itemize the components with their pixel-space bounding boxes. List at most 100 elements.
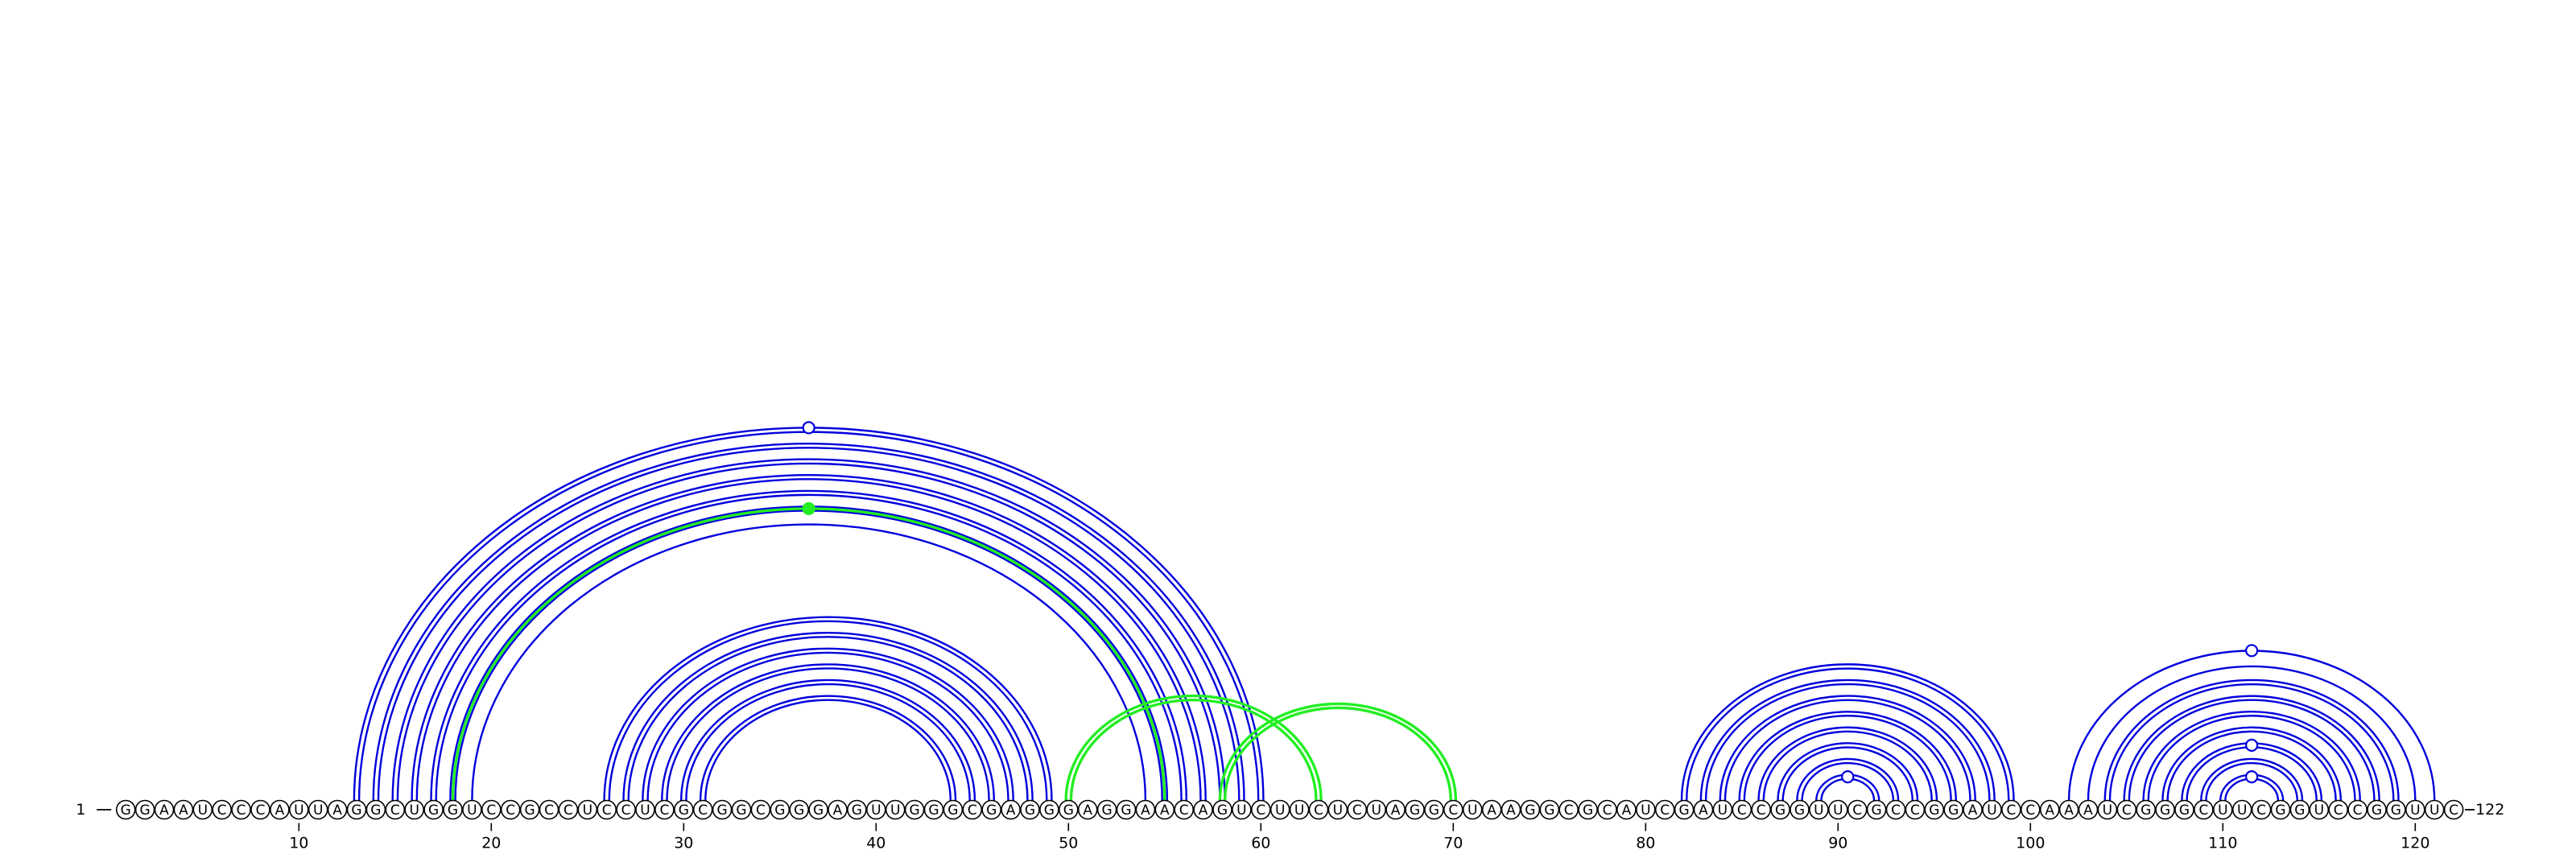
nucleotide-letter: U [2429, 802, 2439, 819]
nucleotide-circle [770, 799, 791, 820]
nucleotide-117: C [2347, 799, 2368, 820]
nucleotide-letter: G [736, 802, 746, 819]
nucleotide-circle [154, 799, 175, 820]
nucleotide-letter: U [1333, 802, 1343, 819]
nucleotide-letter: C [1891, 802, 1901, 819]
nucleotide-letter: A [159, 802, 169, 819]
nucleotide-letter: G [2140, 802, 2151, 819]
nucleotide-circle [1636, 799, 1656, 820]
nucleotide-letter: A [179, 802, 188, 819]
helix-marker-18-55 [802, 501, 815, 516]
pair-arc-16-57 [411, 473, 1207, 801]
start-label: 1 [76, 801, 85, 819]
nucleotide-27: C [616, 799, 636, 820]
nucleotide-letter: G [813, 802, 824, 819]
nucleotide-63: C [1308, 799, 1329, 820]
nucleotide-letter: G [1025, 802, 1035, 819]
nucleotide-45: C [962, 799, 983, 820]
nucleotide-circle [1597, 799, 1617, 820]
nucleotide-circle [943, 799, 964, 820]
nucleotide-7: C [231, 799, 251, 820]
helix-marker-89-92 [1841, 770, 1855, 784]
nucleotide-94: C [1905, 799, 1926, 820]
nucleotide-circle [2078, 799, 2099, 820]
nucleotide-letter: C [2006, 802, 2016, 819]
nucleotide-44: G [943, 799, 964, 820]
nucleotide-letter: C [1852, 802, 1862, 819]
nucleotide-68: G [1405, 799, 1425, 820]
nucleotide-circle [2309, 799, 2330, 820]
nucleotide-80: U [1636, 799, 1656, 820]
tick-label: 70 [1443, 835, 1463, 852]
pair-arc-30-45 [679, 679, 976, 801]
tick-label: 10 [289, 835, 308, 852]
nucleotide-circle [192, 799, 213, 820]
nucleotide-letter: G [1429, 802, 1439, 819]
nucleotide-circle [1269, 799, 1290, 820]
nucleotide-letter: G [1410, 802, 1420, 819]
nucleotide-23: C [539, 799, 559, 820]
nucleotide-circle [750, 799, 771, 820]
nucleotide-letter: C [390, 802, 400, 819]
nucleotide-circle [885, 799, 906, 820]
nucleotide-letter: G [1217, 802, 1228, 819]
pair-arc-84-97 [1719, 695, 1976, 801]
nucleotide-circle [2251, 799, 2272, 820]
nucleotide-circle [1847, 799, 1868, 820]
nucleotide-1: G [115, 799, 136, 820]
nucleotide-letter: U [409, 802, 419, 819]
nucleotide-40: U [866, 799, 886, 820]
nucleotide-31: C [692, 799, 713, 820]
pair-arc-14-59-inner [377, 447, 1241, 801]
nucleotide-96: G [1943, 799, 1963, 820]
nucleotide-letter: U [198, 802, 208, 819]
nucleotide-letter: U [1814, 802, 1823, 819]
nucleotide-letter: G [774, 802, 785, 819]
nucleotide-21: C [500, 799, 521, 820]
helix-marker-110-113 [2245, 770, 2259, 784]
pair-arc-14-59 [372, 442, 1245, 801]
nucleotide-2: G [134, 799, 155, 820]
nucleotide-118: G [2367, 799, 2387, 820]
nucleotide-71: U [1462, 799, 1483, 820]
nucleotide-letter: A [275, 802, 285, 819]
nucleotide-circle [1885, 799, 1906, 820]
nucleotide-11: U [308, 799, 328, 820]
nucleotide-55: A [1154, 799, 1175, 820]
nucleotide-101: A [2039, 799, 2060, 820]
nucleotide-circle [462, 799, 482, 820]
nucleotide-letter: A [1083, 802, 1092, 819]
tick-10: 10 [289, 823, 308, 852]
nucleotide-circle [1654, 799, 1675, 820]
nucleotide-circle [1578, 799, 1598, 820]
nucleotide-circle [1943, 799, 1963, 820]
nucleotide-letter: G [370, 802, 381, 819]
nucleotide-letter: A [1506, 802, 1516, 819]
nucleotide-circle [1751, 799, 1771, 820]
nucleotide-letter: G [2372, 802, 2382, 819]
nucleotide-letter: C [968, 802, 977, 819]
nucleotide-letter: C [506, 802, 515, 819]
nucleotide-circle [115, 799, 136, 820]
nucleotide-letter: G [2391, 802, 2401, 819]
nucleotide-46: G [981, 799, 1001, 820]
nucleotide-circle [1963, 799, 1983, 820]
nucleotide-letter: G [910, 802, 920, 819]
nucleotide-letter: C [564, 802, 573, 819]
markers-layer [802, 421, 2259, 784]
nucleotide-letter: U [640, 802, 650, 819]
nucleotide-circle [1520, 799, 1541, 820]
nucleotide-33: G [731, 799, 752, 820]
nucleotide-99: C [2001, 799, 2021, 820]
nucleotide-circle [443, 799, 463, 820]
pair-arc-109-114 [2200, 757, 2304, 801]
pair-arc-19-54 [471, 523, 1147, 801]
nucleotide-circle [981, 799, 1001, 820]
pair-arc-26-49-inner [608, 621, 1048, 801]
tick-label: 30 [674, 835, 693, 852]
nucleotide-50: G [1059, 799, 1079, 820]
nucleotide-letter: G [1121, 802, 1131, 819]
nucleotide-22: G [519, 799, 540, 820]
pair-arc-88-93 [1796, 757, 1900, 801]
nucleotide-60: C [1251, 799, 1271, 820]
